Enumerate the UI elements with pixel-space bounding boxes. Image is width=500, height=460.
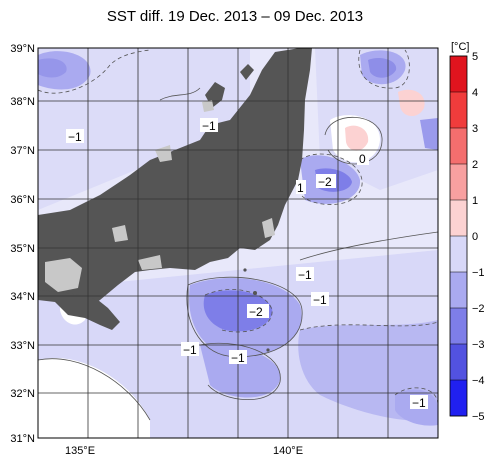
colorbar-tick-label: −1 [472, 267, 485, 279]
colorbar-tick-label: −2 [472, 303, 485, 315]
land-sado [240, 64, 254, 80]
lon-label: 135°E [65, 445, 95, 457]
sea-japan-region [38, 48, 250, 210]
colorbar-cell [450, 56, 467, 92]
lon-label: 140°E [273, 445, 303, 457]
lat-label: 39°N [10, 43, 35, 55]
land-kii-shikoku [38, 290, 120, 330]
colorbar-cell [450, 308, 467, 344]
colorbar-cell [450, 200, 467, 236]
no-data-patch [155, 145, 172, 162]
contour-label: −1 [183, 343, 197, 357]
warm-patch-sw [38, 358, 150, 438]
colorbar-tick-label: −5 [472, 411, 485, 423]
lat-label: 33°N [10, 340, 35, 352]
colorbar-unit: [°C] [451, 41, 469, 53]
warm-patch-ne [398, 89, 425, 117]
longitude-labels: 135°E 140°E [65, 445, 303, 457]
contour-label: −1 [412, 396, 426, 410]
colorbar-cell [450, 236, 467, 272]
colorbar-tick-label: 4 [472, 87, 478, 99]
lat-label: 31°N [10, 433, 35, 445]
cold-patch-south [200, 344, 281, 398]
colorbar-tick-label: 0 [472, 231, 478, 243]
cold-patch-nw-core [38, 58, 67, 78]
land-izu-island [266, 348, 270, 352]
colorbar-tick-label: −4 [472, 375, 485, 387]
colorbar: [°C] 5 4 3 2 1 0 −1 −2 −3 −4 −5 [449, 41, 485, 423]
contour-label: −1 [231, 351, 245, 365]
colorbar-tick-label: −3 [472, 339, 485, 351]
land-honshu [38, 48, 312, 312]
contour-value-labels: −1 −1 0 −2 1 −1 −1 −2 −1 −1 −1 [66, 118, 428, 410]
no-data-patch [202, 100, 214, 112]
no-data-patch [112, 225, 128, 242]
colorbar-cell [450, 344, 467, 380]
lat-label: 36°N [10, 194, 35, 206]
no-data-patch [262, 218, 275, 238]
colorbar-cell [450, 272, 467, 308]
contour-label: −2 [318, 175, 332, 189]
lat-label: 32°N [10, 388, 35, 400]
lat-lon-grid [38, 48, 438, 438]
colorbar-cell [450, 92, 467, 128]
lat-label: 37°N [10, 145, 35, 157]
latitude-labels: 39°N 38°N 37°N 36°N 35°N 34°N 33°N 32°N … [10, 43, 35, 445]
colorbar-tick-label: 2 [472, 159, 478, 171]
map-title: SST diff. 19 Dec. 2013 – 09 Dec. 2013 [106, 8, 364, 25]
contour-label: −1 [68, 130, 82, 144]
no-data-patch [138, 255, 162, 270]
lat-label: 35°N [10, 243, 35, 255]
contour-label: −1 [298, 268, 312, 282]
colorbar-tick-label: 5 [472, 51, 478, 63]
colorbar-cell [450, 380, 467, 416]
colorbar-cell [450, 128, 467, 164]
colorbar-cell [450, 164, 467, 200]
contour-label: −2 [249, 305, 263, 319]
colorbar-cells [450, 56, 467, 416]
lat-label: 34°N [10, 291, 35, 303]
warm-patch-e-core [345, 125, 369, 151]
contour-label: −1 [313, 293, 327, 307]
contour-label: −1 [202, 119, 216, 133]
contour-label: 0 [359, 152, 366, 166]
no-data-patch [45, 258, 82, 292]
land-izu-island [243, 268, 247, 272]
cold-patch-ne-core [368, 58, 397, 78]
lat-label: 38°N [10, 96, 35, 108]
colorbar-tick-label: 1 [472, 195, 478, 207]
map-frame [37, 47, 439, 439]
cold-patch-edge-e [420, 118, 438, 150]
colorbar-tick-label: 3 [472, 123, 478, 135]
contour-label: 1 [297, 181, 304, 195]
colorbar-tick-labels: 5 4 3 2 1 0 −1 −2 −3 −4 −5 [450, 51, 485, 423]
